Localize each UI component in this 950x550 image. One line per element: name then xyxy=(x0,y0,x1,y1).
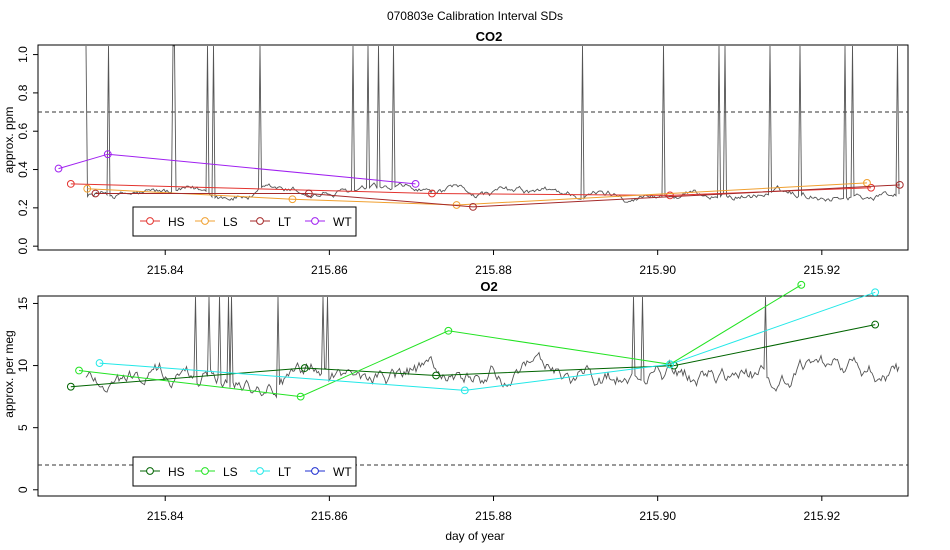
o2-ytick-label: 5 xyxy=(16,424,30,431)
co2-legend-swatch-marker-lt xyxy=(256,217,264,225)
co2-legend-label-lt: LT xyxy=(278,215,292,229)
o2-panel: O2 approx. per meg 0 5 10 15 215.84 215.… xyxy=(2,279,909,523)
o2-point-hs xyxy=(871,320,880,329)
co2-ytick-label: 1.0 xyxy=(16,46,30,63)
o2-ytick-label: 0 xyxy=(16,486,30,493)
co2-panel: CO2 approx. ppm 0.0 0.2 0.4 0.6 0.8 1.0 … xyxy=(2,29,909,277)
co2-ytick-label: 0.0 xyxy=(16,238,30,255)
o2-title: O2 xyxy=(480,279,497,294)
o2-point-lt xyxy=(871,288,880,297)
co2-point-lt xyxy=(91,189,100,198)
co2-point-lt xyxy=(895,180,904,189)
o2-y-axis-label: approx. per meg xyxy=(2,330,16,417)
o2-legend-swatch-marker-wt xyxy=(311,467,319,475)
o2-series-line-lt xyxy=(99,291,876,391)
o2-legend-swatch-marker-hs xyxy=(146,467,154,475)
co2-point-hs xyxy=(428,189,436,198)
o2-point-lt xyxy=(666,360,674,369)
co2-y-ticks: 0.0 0.2 0.4 0.6 0.8 1.0 xyxy=(16,46,38,255)
co2-legend-label-ls: LS xyxy=(223,215,238,229)
o2-point-hs xyxy=(432,371,440,380)
co2-xtick-label: 215.92 xyxy=(803,263,840,277)
co2-legend-swatch-marker-hs xyxy=(146,217,154,225)
co2-point-hs xyxy=(666,191,674,200)
co2-series-line-wt xyxy=(58,153,416,185)
co2-xtick-label: 215.84 xyxy=(147,263,184,277)
co2-point-ls xyxy=(288,195,297,204)
o2-x-ticks: 215.84 215.86 215.88 215.90 215.92 xyxy=(147,496,840,523)
co2-series xyxy=(54,150,904,211)
co2-legend-swatch-marker-wt xyxy=(311,217,319,225)
co2-point-hs xyxy=(66,180,75,188)
co2-legend-swatch-marker-ls xyxy=(201,217,209,225)
o2-point-ls xyxy=(797,280,806,289)
co2-point-hs xyxy=(867,183,875,192)
o2-legend: HS LS LT WT xyxy=(132,456,357,487)
o2-legend-label-ls: LS xyxy=(223,465,238,479)
x-axis-label: day of year xyxy=(445,529,504,543)
co2-xtick-label: 215.88 xyxy=(475,263,512,277)
co2-point-wt xyxy=(54,164,63,173)
co2-x-ticks: 215.84 215.86 215.88 215.90 215.92 xyxy=(147,250,840,277)
co2-y-axis-label: approx. ppm xyxy=(2,107,16,174)
o2-measurement-trace xyxy=(85,296,900,399)
o2-point-lt xyxy=(460,386,469,395)
o2-xtick-label: 215.86 xyxy=(311,509,348,523)
o2-point-hs xyxy=(300,364,309,372)
o2-point-ls xyxy=(75,366,83,375)
co2-point-lt xyxy=(304,189,313,198)
co2-xtick-label: 215.90 xyxy=(639,263,676,277)
co2-measurement-trace xyxy=(85,45,900,203)
co2-ytick-label: 0.2 xyxy=(16,199,30,216)
o2-point-lt xyxy=(95,359,104,367)
o2-xtick-label: 215.90 xyxy=(639,509,676,523)
o2-series xyxy=(66,280,880,401)
o2-xtick-label: 215.92 xyxy=(803,509,840,523)
co2-point-wt xyxy=(103,150,112,159)
co2-plot-frame xyxy=(37,44,909,251)
o2-plot-frame xyxy=(37,295,909,497)
o2-ytick-label: 10 xyxy=(16,359,30,373)
o2-legend-label-wt: WT xyxy=(333,465,352,479)
o2-point-ls xyxy=(296,392,305,401)
o2-point-ls xyxy=(444,326,453,335)
o2-legend-swatch-marker-ls xyxy=(201,467,209,475)
o2-legend-swatch-marker-lt xyxy=(256,467,264,475)
co2-series-line-lt xyxy=(95,184,900,208)
o2-y-ticks: 0 5 10 15 xyxy=(16,296,38,493)
o2-series-line-hs xyxy=(70,324,876,388)
o2-xtick-label: 215.88 xyxy=(475,509,512,523)
co2-point-wt xyxy=(411,180,420,188)
o2-legend-label-lt: LT xyxy=(278,465,292,479)
co2-ytick-label: 0.6 xyxy=(16,123,30,140)
o2-point-hs xyxy=(66,382,75,391)
co2-ytick-label: 0.8 xyxy=(16,84,30,101)
o2-series-line-ls xyxy=(78,284,802,398)
co2-legend-label-hs: HS xyxy=(168,215,185,229)
co2-legend-label-wt: WT xyxy=(333,215,352,229)
co2-point-ls xyxy=(83,184,92,193)
co2-xtick-label: 215.86 xyxy=(311,263,348,277)
co2-legend: HS LS LT WT xyxy=(132,206,357,237)
o2-xtick-label: 215.84 xyxy=(147,509,184,523)
co2-point-lt xyxy=(469,202,477,211)
co2-ytick-label: 0.4 xyxy=(16,161,30,178)
o2-ytick-label: 15 xyxy=(16,296,30,310)
o2-legend-label-hs: HS xyxy=(168,465,185,479)
co2-title: CO2 xyxy=(476,29,503,44)
figure-title: 070803e Calibration Interval SDs xyxy=(387,9,563,23)
